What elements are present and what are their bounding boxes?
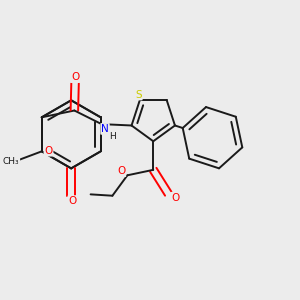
Text: O: O <box>71 72 79 82</box>
Text: O: O <box>68 196 77 206</box>
Text: O: O <box>117 166 125 176</box>
Text: O: O <box>171 193 179 203</box>
Text: N: N <box>101 124 109 134</box>
Text: O: O <box>44 146 52 156</box>
Text: S: S <box>135 89 142 100</box>
Text: CH₃: CH₃ <box>3 157 20 166</box>
Text: H: H <box>109 132 116 141</box>
